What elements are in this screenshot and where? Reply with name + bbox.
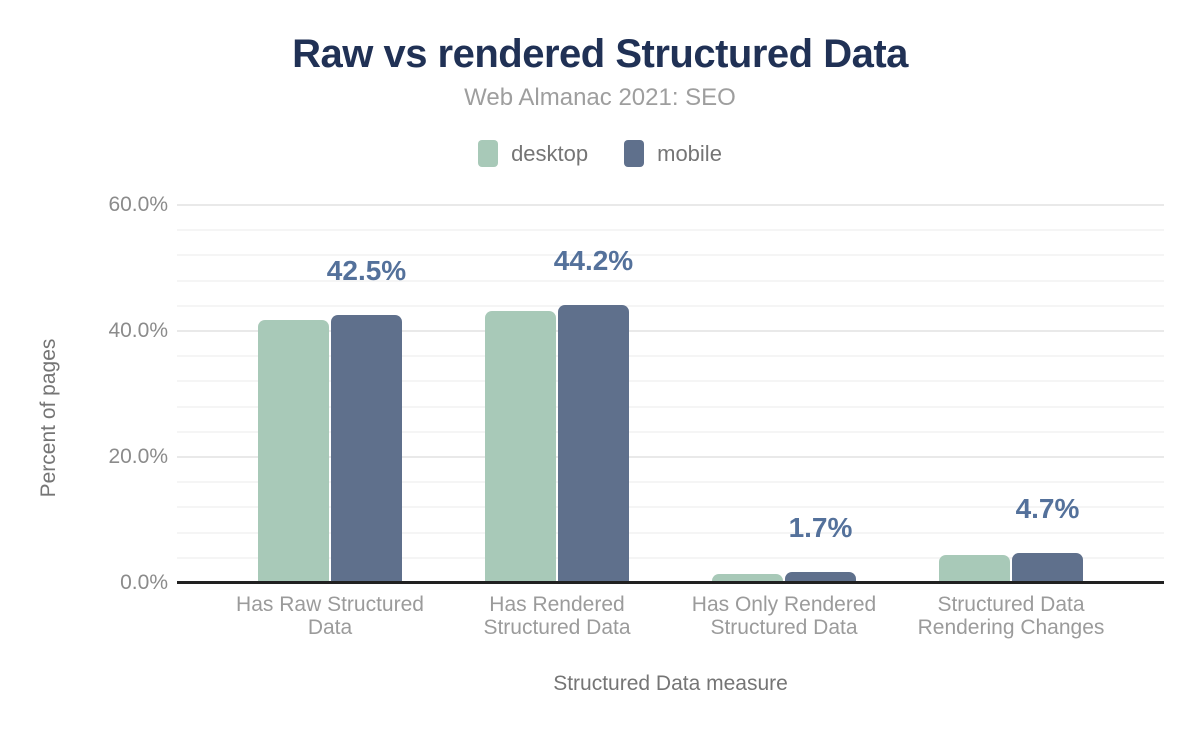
minor-gridline (177, 229, 1164, 232)
legend-label-mobile: mobile (657, 140, 722, 166)
major-gridline (177, 204, 1164, 206)
plot-area: 42.5% 44.2% 1.7% 4.7% (177, 195, 1164, 584)
y-axis-ticks: 0.0% 20.0% 40.0% 60.0% (56, 193, 168, 594)
x-axis-labels: Has Raw Structured Data Has Rendered Stru… (177, 593, 1164, 643)
bar-mobile (1012, 553, 1083, 583)
bar-mobile (331, 315, 402, 583)
bar-value-label: 42.5% (326, 255, 407, 287)
bar-mobile (558, 304, 629, 583)
minor-gridline (177, 506, 1164, 509)
bar-mobile (785, 572, 856, 583)
bar-desktop (485, 310, 556, 583)
minor-gridline (177, 380, 1164, 383)
bar-desktop (712, 574, 783, 583)
minor-gridline (177, 531, 1164, 534)
legend-label-desktop: desktop (511, 140, 589, 166)
legend-swatch-desktop (478, 140, 499, 167)
minor-gridline (177, 355, 1164, 358)
bar-desktop (939, 555, 1010, 583)
legend-item-mobile: mobile (624, 140, 722, 167)
minor-gridline (177, 304, 1164, 307)
bar-desktop (258, 319, 329, 583)
legend-item-desktop: desktop (478, 140, 588, 167)
y-tick-label: 20.0% (108, 445, 168, 468)
minor-gridline (177, 556, 1164, 559)
y-tick-label: 60.0% (108, 193, 168, 216)
minor-gridline (177, 279, 1164, 282)
category-label: Has Rendered Structured Data (483, 593, 631, 639)
chart-title: Raw vs rendered Structured Data (292, 32, 908, 76)
major-gridline (177, 330, 1164, 332)
minor-gridline (177, 405, 1164, 408)
minor-gridline (177, 254, 1164, 257)
chart-subtitle: Web Almanac 2021: SEO (464, 84, 736, 111)
major-gridline (177, 456, 1164, 458)
minor-gridline (177, 430, 1164, 433)
y-tick-label: 40.0% (108, 319, 168, 342)
category-label: Has Only Rendered Structured Data (691, 593, 877, 639)
legend-swatch-mobile (624, 140, 645, 167)
category-label: Structured Data Rendering Changes (917, 593, 1105, 639)
category-label: Has Raw Structured Data (236, 593, 424, 639)
bar-value-label: 4.7% (1015, 493, 1080, 525)
bar-value-label: 1.7% (788, 512, 853, 544)
x-axis-title: Structured Data measure (553, 672, 788, 695)
minor-gridline (177, 481, 1164, 484)
chart-legend: desktop mobile (0, 140, 1200, 167)
y-tick-label: 0.0% (120, 571, 168, 594)
bar-value-label: 44.2% (553, 244, 634, 276)
x-axis-line (177, 581, 1164, 584)
